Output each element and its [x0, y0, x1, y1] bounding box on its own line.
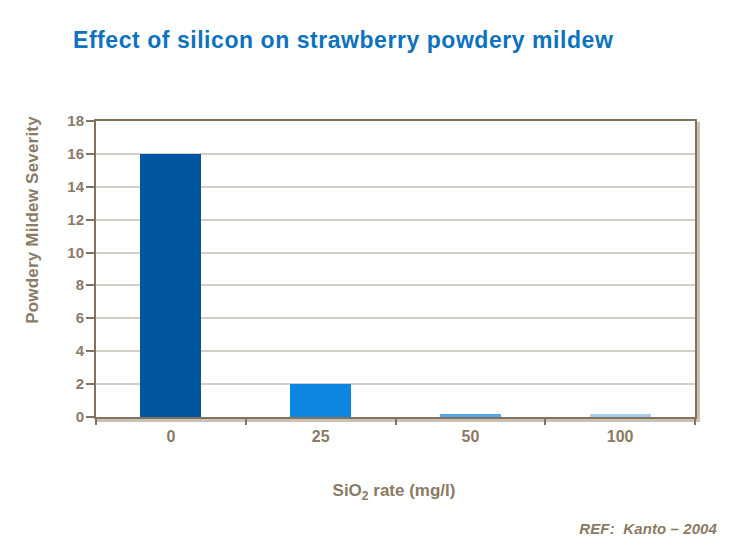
y-axis-tick-label: 14 [34, 178, 84, 196]
y-axis-tick [86, 416, 94, 418]
y-axis-tick-label: 10 [34, 244, 84, 262]
y-axis-tick-label: 18 [34, 112, 84, 130]
y-axis-tick-label: 4 [34, 342, 84, 360]
y-axis-tick-label: 12 [34, 211, 84, 229]
y-axis-tick-label: 8 [34, 276, 84, 294]
x-axis-tick-label: 0 [166, 427, 175, 447]
x-axis-tick [694, 419, 696, 425]
y-axis-tick [86, 219, 94, 221]
y-axis-tick-label: 6 [34, 309, 84, 327]
chart-title: Effect of silicon on strawberry powdery … [73, 27, 613, 54]
y-axis-tick [86, 252, 94, 254]
x-axis-tick-label: 50 [461, 427, 479, 447]
plot-area [94, 119, 697, 419]
x-axis-title-subscript: 2 [362, 489, 369, 503]
y-axis-tick [86, 186, 94, 188]
x-axis-tick-label: 100 [607, 427, 634, 447]
y-axis-tick-label: 0 [34, 408, 84, 426]
y-axis-tick [86, 317, 94, 319]
y-axis-tick [86, 383, 94, 385]
bar [440, 414, 501, 417]
y-axis-tick-label: 2 [34, 375, 84, 393]
x-axis-title-main: SiO [333, 481, 362, 500]
y-axis-tick [86, 284, 94, 286]
x-axis-tick [395, 419, 397, 425]
x-axis-tick-label: 25 [312, 427, 330, 447]
x-axis-title: SiO2 rate (mg/l) [333, 481, 456, 503]
reference-citation: REF: Kanto – 2004 [579, 520, 717, 537]
y-axis-tick-label: 16 [34, 145, 84, 163]
slide: Effect of silicon on strawberry powdery … [0, 0, 730, 548]
x-axis-tick [245, 419, 247, 425]
x-axis-tick [95, 419, 97, 425]
bar [290, 384, 351, 417]
y-axis-tick [86, 350, 94, 352]
bar [140, 154, 201, 417]
x-axis-title-rest: rate (mg/l) [369, 481, 456, 500]
bar [590, 414, 651, 417]
x-axis-tick [544, 419, 546, 425]
y-axis-tick [86, 120, 94, 122]
y-axis-tick [86, 153, 94, 155]
